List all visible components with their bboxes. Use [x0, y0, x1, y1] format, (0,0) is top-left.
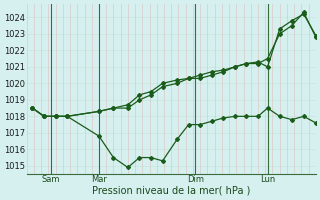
X-axis label: Pression niveau de la mer( hPa ): Pression niveau de la mer( hPa )	[92, 186, 251, 196]
